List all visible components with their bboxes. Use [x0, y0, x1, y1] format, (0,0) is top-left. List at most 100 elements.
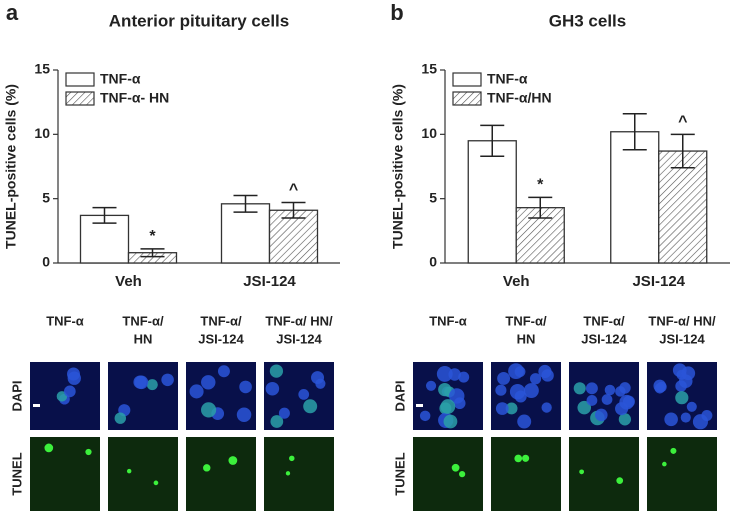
image-column-label: TNF-α/ [583, 313, 625, 328]
nucleus [675, 391, 689, 405]
nucleus [270, 415, 284, 428]
image-column-label: TNF-α [46, 313, 84, 328]
nucleus [201, 402, 217, 418]
tunel-image [108, 437, 178, 511]
nucleus [686, 401, 697, 412]
apoptotic-cell [126, 468, 132, 474]
nucleus [239, 380, 252, 394]
y-tick-label: 0 [429, 254, 437, 270]
image-column-label: TNF-α [429, 313, 467, 328]
apoptotic-cell [289, 455, 295, 462]
significance-marker: * [537, 177, 544, 194]
tunel-image [186, 437, 256, 511]
nucleus [443, 414, 458, 429]
y-tick-label: 5 [429, 189, 437, 205]
nucleus [586, 395, 598, 406]
scale-bar [33, 404, 40, 407]
x-tick-label: JSI-124 [243, 273, 296, 290]
legend-swatch [65, 91, 95, 106]
apoptotic-cell [670, 447, 677, 454]
apoptotic-cell [44, 443, 54, 453]
apoptotic-cell [228, 456, 238, 465]
y-axis-label: TUNEL-positive cells (%) [390, 84, 406, 249]
apoptotic-cell [616, 477, 624, 484]
apoptotic-cell [522, 454, 530, 462]
nucleus [505, 402, 518, 415]
error-bar [92, 206, 117, 224]
apoptotic-cell [85, 448, 92, 456]
y-tick-label: 10 [34, 125, 50, 141]
nucleus [298, 389, 310, 400]
nucleus [541, 402, 552, 413]
y-tick-label: 15 [34, 61, 50, 77]
x-tick-label: Veh [503, 273, 530, 290]
nucleus [514, 390, 527, 403]
nucleus [425, 380, 437, 391]
legend-label: TNF-α- HN [100, 90, 169, 106]
nucleus [303, 399, 318, 414]
y-axis-label: TUNEL-positive cells (%) [3, 84, 19, 249]
image-row-label: TUNEL [9, 452, 24, 495]
error-bar [480, 124, 505, 157]
tunel-image [647, 437, 717, 511]
nucleus [529, 373, 542, 385]
significance-marker: ^ [289, 182, 298, 199]
error-bar [528, 196, 553, 219]
nucleus [680, 412, 691, 423]
image-row-label: DAPI [392, 380, 407, 411]
apoptotic-cell [451, 463, 460, 472]
nucleus [436, 366, 453, 382]
nucleus [458, 371, 470, 383]
image-column-label: JSI-124 [198, 331, 244, 346]
tunel-image [413, 437, 483, 511]
apoptotic-cell [459, 471, 466, 478]
nucleus [63, 385, 76, 398]
nucleus [278, 407, 290, 419]
bar [610, 131, 660, 264]
bar [658, 150, 708, 264]
image-column-label: JSI-124 [581, 331, 627, 346]
nucleus [440, 399, 456, 414]
nucleus [585, 382, 598, 395]
image-column-label: JSI-124 [276, 331, 322, 346]
panel-letter: a [6, 0, 19, 25]
chart-title: Anterior pituitary cells [109, 11, 289, 30]
tunel-image [491, 437, 561, 511]
nucleus [681, 366, 696, 381]
error-bar [281, 201, 306, 219]
nucleus [449, 388, 465, 404]
nucleus [692, 414, 708, 430]
bar [467, 140, 517, 264]
nucleus [517, 414, 532, 429]
nucleus [604, 384, 616, 396]
image-column-label: TNF-α/ [122, 313, 164, 328]
nucleus [265, 381, 280, 396]
tunel-image [569, 437, 639, 511]
apoptotic-cell [514, 454, 523, 463]
tunel-image [30, 437, 100, 511]
image-row-label: TUNEL [392, 452, 407, 495]
nucleus [146, 379, 158, 391]
y-tick-label: 5 [42, 189, 50, 205]
image-column-label: JSI-124 [659, 331, 705, 346]
error-bar [140, 248, 165, 258]
legend-swatch [65, 72, 95, 87]
image-column-label: TNF-α/ [505, 313, 547, 328]
image-column-label: TNF-α/ HN/ [648, 313, 716, 328]
legend-swatch [452, 72, 482, 87]
x-tick-label: JSI-124 [632, 273, 685, 290]
chart-title: GH3 cells [549, 11, 627, 30]
image-column-label: HN [517, 331, 536, 346]
nucleus [189, 384, 204, 399]
scale-bar [416, 404, 423, 407]
image-column-label: HN [134, 331, 153, 346]
legend-swatch [452, 91, 482, 106]
nucleus [577, 400, 592, 415]
nucleus [114, 412, 127, 424]
nucleus [664, 412, 678, 427]
nucleus [495, 384, 507, 396]
legend-label: TNF-α [100, 71, 141, 87]
tunel-image [264, 437, 334, 511]
nucleus [594, 408, 608, 422]
